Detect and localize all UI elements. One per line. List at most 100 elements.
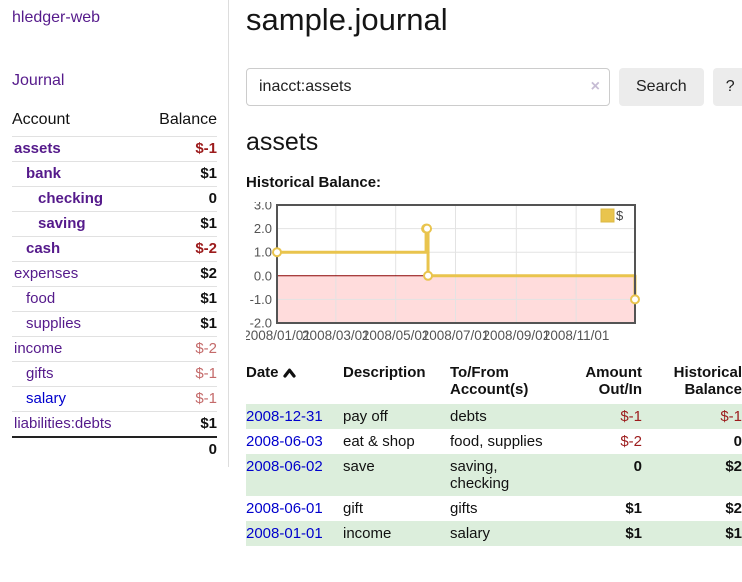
sidebar-item-journal[interactable]: Journal [12, 72, 65, 89]
svg-text:2008/01/01: 2008/01/01 [246, 328, 311, 343]
account-link[interactable]: expenses [14, 265, 79, 282]
chart-title: Historical Balance: [246, 174, 382, 191]
account-balance: $-1 [195, 390, 217, 407]
balance-column-header: Historical Balance [673, 364, 742, 398]
svg-text:2008/07/01: 2008/07/01 [422, 328, 490, 343]
account-balance: $1 [200, 215, 217, 232]
sidebar: hledger-web Journal Account Balance asse… [0, 0, 229, 467]
account-row: food $1 [12, 286, 217, 311]
search-input-wrapper: × [246, 68, 610, 106]
account-balance: $1 [200, 165, 217, 182]
svg-text:$: $ [616, 208, 624, 223]
chart-svg[interactable]: $3.0 2.0 1.0 0.0 -1.0 -2.02008/01/012008/03/0… [246, 202, 646, 348]
transaction-description: save [343, 458, 375, 475]
account-row: checking 0 [12, 186, 217, 211]
register-row: 2008-06-02 save saving, checking 0 $2 [246, 454, 742, 496]
transaction-accounts: food, supplies [450, 433, 543, 450]
historical-balance-chart[interactable]: $3.0 2.0 1.0 0.0 -1.0 -2.0 2008/01/01 2008/03/0… [246, 202, 646, 348]
transaction-accounts: saving, checking [450, 458, 510, 492]
transaction-description: eat & shop [343, 433, 415, 450]
svg-text:3.0: 3.0 [254, 202, 272, 213]
accounts-total-row: 0 [12, 436, 217, 461]
transaction-accounts: debts [450, 408, 487, 425]
account-row: liabilities:debts $1 [12, 411, 217, 436]
transaction-amount: $-2 [620, 433, 642, 450]
account-row: gifts $-1 [12, 361, 217, 386]
svg-text:1.0: 1.0 [254, 245, 272, 260]
accounts-table-header: Account Balance [12, 109, 217, 136]
account-row: income $-2 [12, 336, 217, 361]
account-row: salary $-1 [12, 386, 217, 411]
help-button[interactable]: ? [712, 68, 742, 106]
account-balance: $-1 [195, 140, 217, 157]
accounts-table: Account Balance assets $-1 bank $1 checking 0… [12, 109, 217, 461]
account-link[interactable]: saving [38, 215, 86, 232]
account-row: supplies $1 [12, 311, 217, 336]
search-button[interactable]: Search [619, 68, 704, 106]
account-link[interactable]: gifts [26, 365, 54, 382]
account-row: cash $-2 [12, 236, 217, 261]
transaction-amount: $-1 [620, 408, 642, 425]
account-row: expenses $2 [12, 261, 217, 286]
account-link[interactable]: bank [26, 165, 62, 182]
sort-ascending-icon [282, 365, 296, 382]
transaction-balance: $-1 [720, 408, 742, 425]
search-input[interactable] [246, 68, 610, 106]
svg-text:2008/11/01: 2008/11/01 [543, 328, 610, 343]
register-row: 2008-12-31 pay off debts $-1 $-1 [246, 404, 742, 429]
account-balance: $1 [200, 315, 217, 332]
account-link[interactable]: income [14, 340, 63, 357]
transaction-balance: $2 [725, 500, 742, 517]
account-link[interactable]: supplies [26, 315, 82, 332]
page-title: sample.journal [246, 2, 448, 37]
transaction-date-link[interactable]: 2008-01-01 [246, 525, 323, 542]
svg-text:2008/05/01: 2008/05/01 [362, 328, 430, 343]
svg-text:-2.0: -2.0 [250, 316, 272, 331]
svg-text:0.0: 0.0 [254, 268, 272, 283]
transaction-description: pay off [343, 408, 388, 425]
date-header-label: Date [246, 364, 279, 381]
account-link[interactable]: liabilities:debts [14, 415, 112, 432]
transaction-accounts: gifts [450, 500, 478, 517]
transaction-balance: $2 [725, 458, 742, 475]
transaction-date-link[interactable]: 2008-12-31 [246, 408, 323, 425]
account-link[interactable]: cash [26, 240, 61, 257]
svg-text:2.0: 2.0 [254, 221, 272, 236]
transaction-description: income [343, 525, 392, 542]
account-balance: 0 [208, 190, 217, 207]
account-balance: $1 [200, 415, 217, 432]
balance-column-header: Balance [159, 111, 217, 128]
register-row: 2008-01-01 income salary $1 $1 [246, 521, 742, 546]
accounts-rows: assets $-1 bank $1 checking 0 saving $1 cash $-2 e… [12, 136, 217, 436]
transaction-date-link[interactable]: 2008-06-01 [246, 500, 323, 517]
description-column-header: Description [343, 364, 426, 381]
account-row: assets $-1 [12, 136, 217, 161]
transaction-amount: 0 [633, 458, 642, 475]
account-link[interactable]: assets [14, 140, 61, 157]
transaction-amount: $1 [625, 525, 642, 542]
register-header-row: Date Description To/From Account(s) Amou… [246, 362, 742, 404]
account-link[interactable]: salary [26, 390, 67, 407]
account-balance: $2 [200, 265, 217, 282]
transaction-balance: 0 [733, 433, 742, 450]
register-row: 2008-06-01 gift gifts $1 $2 [246, 496, 742, 521]
account-link[interactable]: checking [38, 190, 104, 207]
svg-text:2008/03/01: 2008/03/01 [302, 328, 370, 343]
transaction-date-link[interactable]: 2008-06-03 [246, 433, 323, 450]
register-row: 2008-06-03 eat & shop food, supplies $-2 0 [246, 429, 742, 454]
svg-text:2008/09/01: 2008/09/01 [483, 328, 551, 343]
transaction-date-link[interactable]: 2008-06-02 [246, 458, 323, 475]
transaction-balance: $1 [725, 525, 742, 542]
register-table: Date Description To/From Account(s) Amou… [246, 362, 742, 546]
transaction-description: gift [343, 500, 364, 517]
account-link[interactable]: food [26, 290, 56, 307]
account-row: saving $1 [12, 211, 217, 236]
app-title-link[interactable]: hledger-web [12, 9, 101, 26]
account-balance: $-1 [195, 365, 217, 382]
date-column-header[interactable]: Date [246, 362, 343, 404]
main-content: sample.journal × Search ? assets Histori… [229, 0, 742, 546]
transaction-accounts: salary [450, 525, 491, 542]
account-row: bank $1 [12, 161, 217, 186]
svg-text:-1.0: -1.0 [250, 292, 272, 307]
clear-search-icon[interactable]: × [590, 78, 600, 95]
